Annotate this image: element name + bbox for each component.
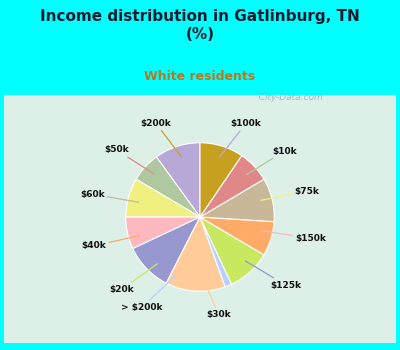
Wedge shape xyxy=(136,157,200,217)
Wedge shape xyxy=(200,217,232,287)
Text: $125k: $125k xyxy=(245,261,301,290)
Wedge shape xyxy=(166,217,225,291)
Wedge shape xyxy=(126,217,200,248)
Text: $60k: $60k xyxy=(80,190,139,202)
Text: $100k: $100k xyxy=(220,119,261,157)
Text: $40k: $40k xyxy=(82,236,140,250)
Wedge shape xyxy=(133,217,200,283)
Text: City-Data.com: City-Data.com xyxy=(253,93,323,102)
Text: $150k: $150k xyxy=(262,231,326,243)
Wedge shape xyxy=(200,143,242,217)
Wedge shape xyxy=(126,179,200,217)
Text: $20k: $20k xyxy=(110,264,158,294)
Text: White residents: White residents xyxy=(144,70,256,83)
Wedge shape xyxy=(200,156,264,217)
Wedge shape xyxy=(156,143,200,217)
Text: $10k: $10k xyxy=(247,147,297,175)
Text: $200k: $200k xyxy=(140,119,182,157)
Text: $50k: $50k xyxy=(104,145,154,174)
Bar xyxy=(4,94,396,343)
Text: Income distribution in Gatlinburg, TN
(%): Income distribution in Gatlinburg, TN (%… xyxy=(40,9,360,42)
Wedge shape xyxy=(200,179,274,222)
Wedge shape xyxy=(200,217,274,255)
Wedge shape xyxy=(200,217,264,284)
Text: $30k: $30k xyxy=(204,280,231,319)
Text: > $200k: > $200k xyxy=(121,275,176,312)
Text: $75k: $75k xyxy=(261,187,320,200)
